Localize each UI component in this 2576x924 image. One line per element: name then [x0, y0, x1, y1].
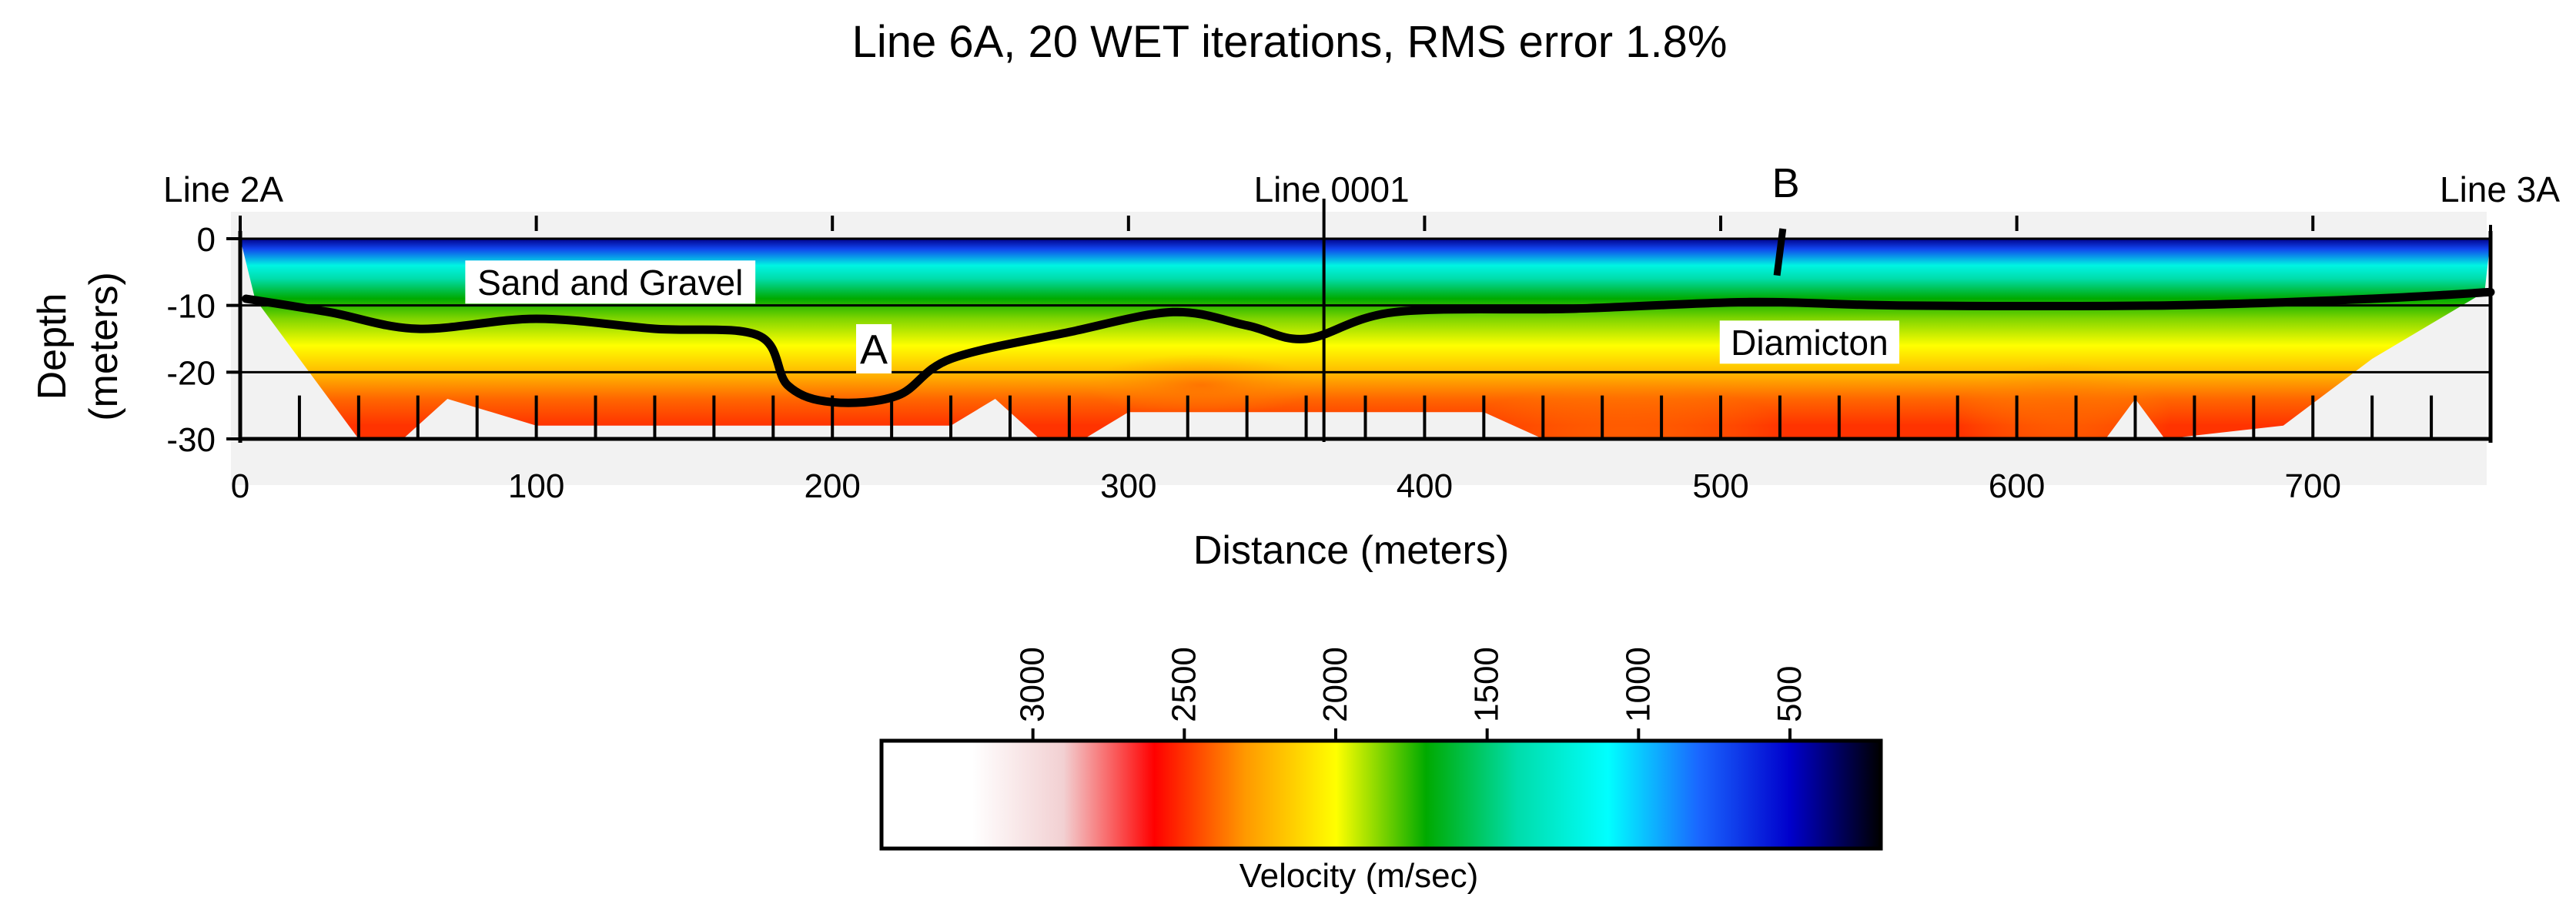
annotation-box [1719, 320, 1900, 364]
y-axis: 0 -10 -20 -30 [166, 221, 2493, 459]
y-tick-label: 0 [197, 221, 216, 259]
annotation-label: Sand and Gravel [477, 263, 743, 303]
colorbar-tick-label: 1500 [1468, 647, 1506, 722]
x-tick-label: 700 [2285, 467, 2341, 505]
annotation: A [856, 324, 892, 373]
x-tick-label: 300 [1100, 467, 1156, 505]
high-velocity-patch [1955, 362, 2171, 439]
x-tick-label: 200 [804, 467, 860, 505]
line-marker-label: Line 3A [2440, 169, 2560, 209]
colorbar-label: Velocity (m/sec) [1239, 857, 1479, 895]
colorbar-tick-label: 1000 [1619, 647, 1657, 722]
axis-labels: Distance (meters) Depth (meters) [30, 272, 1509, 573]
line-marker-label: Line 2A [163, 169, 283, 209]
line-marker-label: Line 0001 [1254, 169, 1410, 209]
y-tick-label: -30 [166, 421, 216, 459]
annotation-label: B [1772, 160, 1800, 206]
x-tick-label: 400 [1397, 467, 1453, 505]
colorbar-tick-label: 3000 [1014, 647, 1052, 722]
colorbar-ramp [879, 738, 1883, 851]
y-tick-label: -20 [166, 354, 216, 392]
pointer-b-line [1773, 228, 1787, 276]
annotation-box [465, 260, 756, 304]
colorbar: 3000 2500 2000 1500 1000 500 Velocity (m/sec) [879, 647, 1883, 895]
annotation-box [856, 324, 892, 373]
annotation: B [1772, 160, 1800, 206]
receiver-ticks [239, 395, 2492, 439]
x-tick-label: 0 [231, 467, 249, 505]
annotation-label: Diamicton [1731, 323, 1889, 363]
x-tick-label: 500 [1692, 467, 1748, 505]
layer-interface-line [242, 287, 2495, 407]
annotation-label: A [860, 326, 888, 373]
x-tick-label: 600 [1989, 467, 2045, 505]
annotation: Diamicton [1719, 320, 1900, 364]
y-axis-title-line1: Depth [30, 293, 75, 400]
annotations: Sand and Gravel A Diamicton B [465, 160, 1900, 373]
colorbar-tick-label: 2000 [1316, 647, 1354, 722]
colorbar-ticks: 3000 2500 2000 1500 1000 500 [1014, 647, 1808, 741]
colorbar-tick-label: 500 [1771, 666, 1808, 722]
y-axis-title-line2: (meters) [82, 272, 126, 421]
chart-title: Line 6A, 20 WET iterations, RMS error 1.… [852, 17, 1728, 67]
x-axis: 0 100 200 300 400 500 600 700 [231, 216, 2491, 505]
x-tick-label: 100 [508, 467, 564, 505]
x-axis-title: Distance (meters) [1193, 528, 1509, 573]
y-tick-label: -10 [166, 288, 216, 326]
annotation: Sand and Gravel [465, 260, 756, 304]
plot-area: Line 2A Line 0001 Line 3A 0 100 200 300 400 500… [163, 160, 2560, 505]
colorbar-tick-label: 2500 [1165, 647, 1203, 722]
high-velocity-patch [1086, 354, 1316, 416]
